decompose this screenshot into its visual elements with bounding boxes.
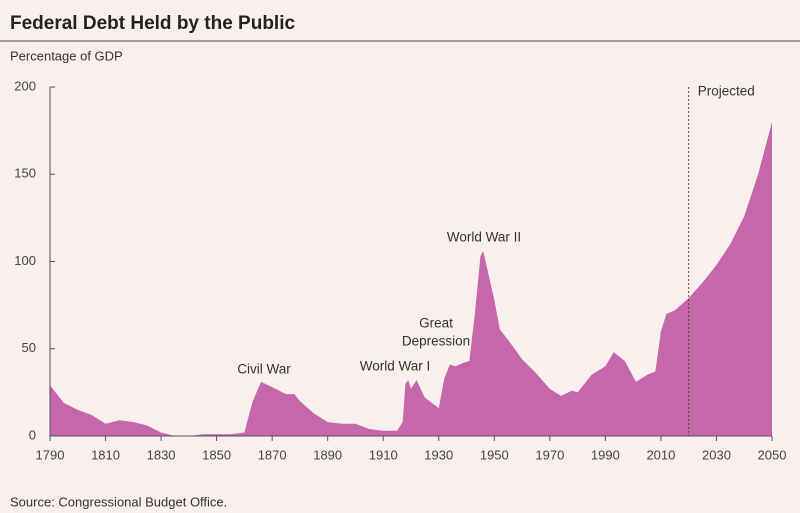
chart-subtitle: Percentage of GDP: [10, 48, 123, 63]
x-tick-label: 2010: [646, 447, 675, 462]
x-tick-label: 1930: [424, 447, 453, 462]
y-tick-label: 0: [29, 427, 36, 442]
y-tick-label: 200: [14, 78, 36, 93]
x-tick-label: 1910: [369, 447, 398, 462]
annotation: Great: [419, 316, 453, 331]
y-tick-label: 100: [14, 253, 36, 268]
x-tick-label: 2050: [758, 447, 787, 462]
x-tick-label: 1950: [480, 447, 509, 462]
chart-title: Federal Debt Held by the Public: [10, 13, 295, 34]
x-tick-label: 1890: [313, 447, 342, 462]
annotation: Depression: [402, 334, 470, 349]
x-tick-label: 1790: [36, 447, 65, 462]
x-tick-label: 2030: [702, 447, 731, 462]
x-tick-label: 1990: [591, 447, 620, 462]
x-tick-label: 1830: [147, 447, 176, 462]
area: [50, 121, 772, 437]
x-tick-label: 1870: [258, 447, 287, 462]
y-tick-label: 150: [14, 166, 36, 181]
y-tick-label: 50: [22, 340, 36, 355]
annotation: World War I: [360, 359, 431, 374]
annotation: Civil War: [237, 362, 291, 377]
x-tick-label: 1850: [202, 447, 231, 462]
source-note: Source: Congressional Budget Office.: [10, 494, 227, 509]
x-tick-label: 1810: [91, 447, 120, 462]
annotation: World War II: [447, 230, 521, 245]
x-tick-label: 1970: [535, 447, 564, 462]
projection-label: Projected: [698, 84, 755, 99]
